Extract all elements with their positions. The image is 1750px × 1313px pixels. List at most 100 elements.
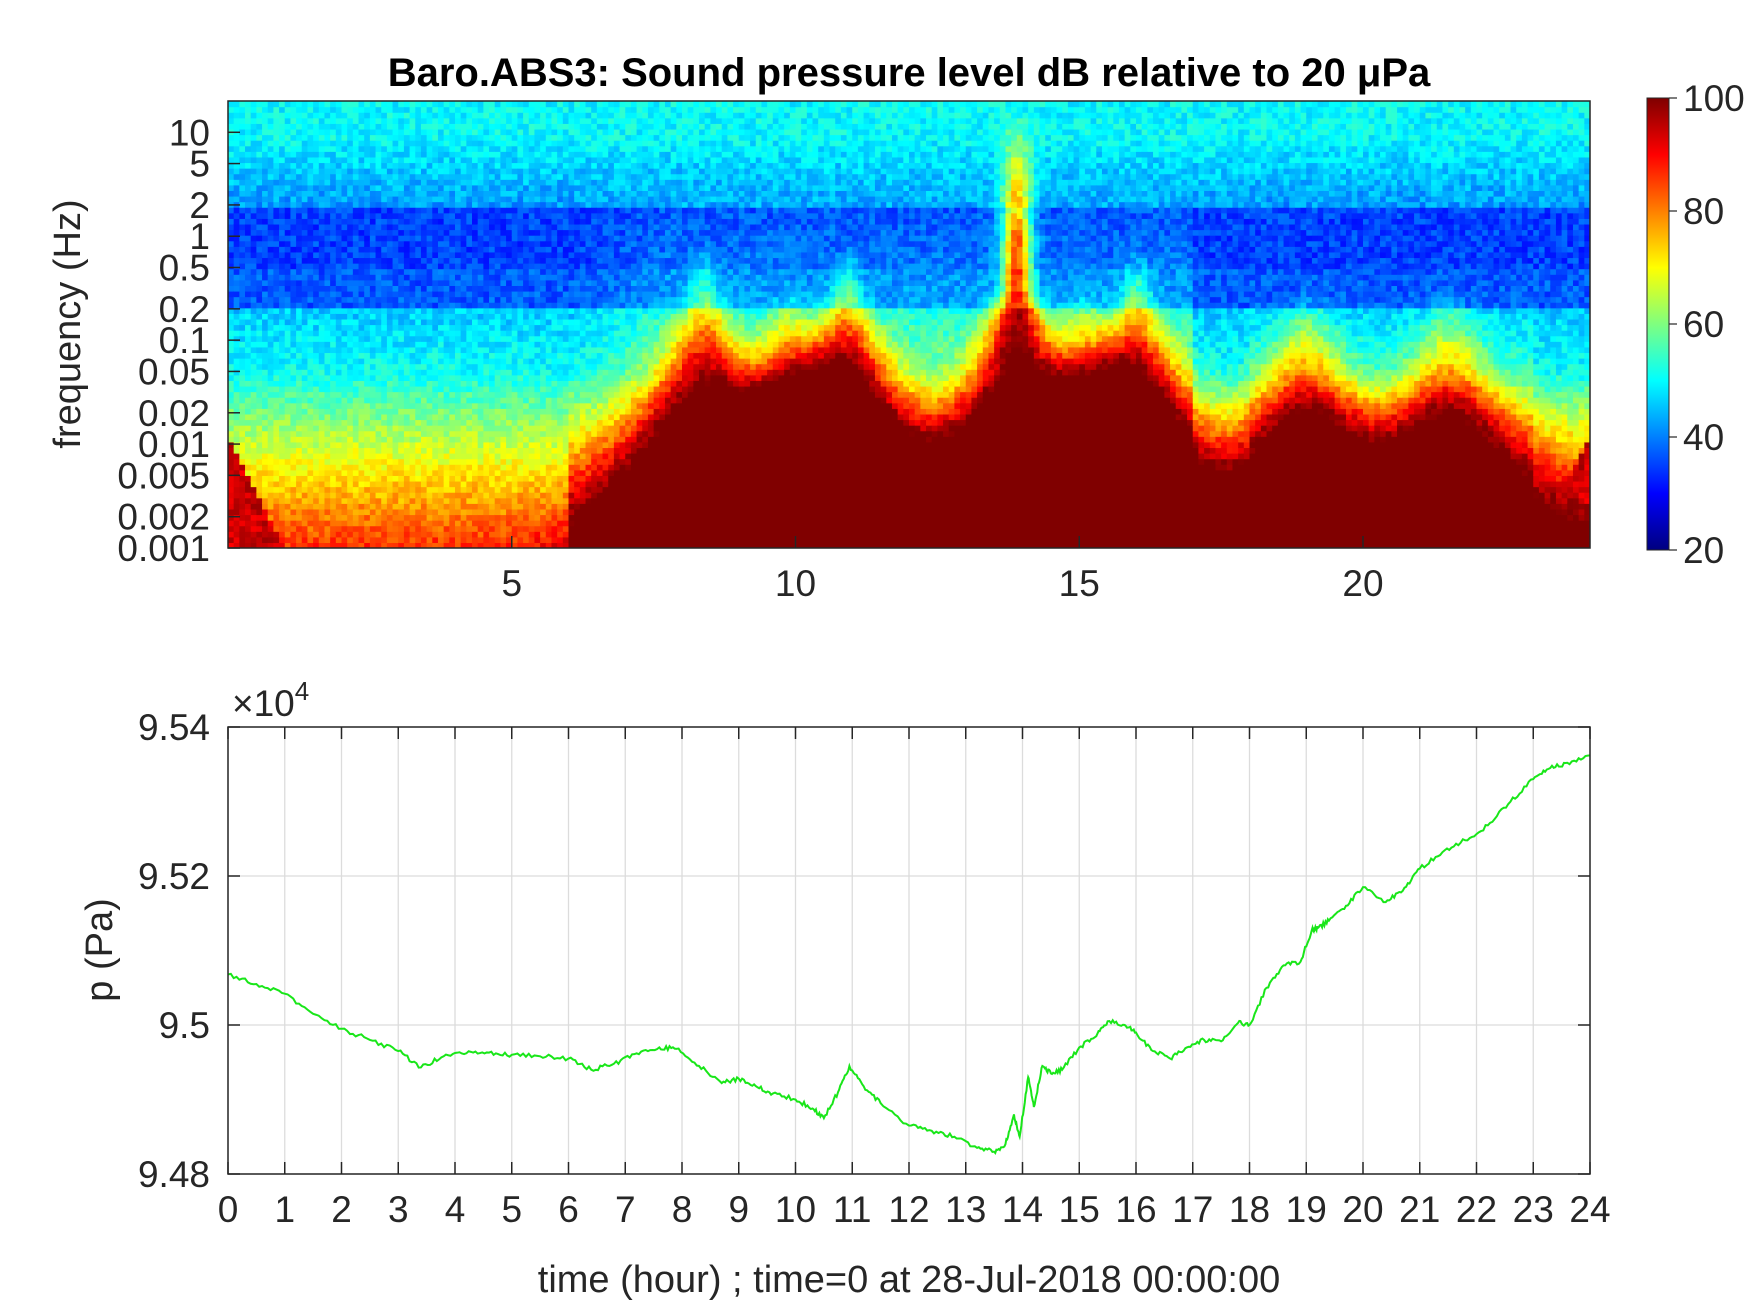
spectrogram-cell xyxy=(455,106,462,113)
spectrogram-cell xyxy=(517,218,524,225)
spectrogram-cell xyxy=(290,475,297,482)
spectrogram-cell xyxy=(420,380,428,387)
spectrogram-cell xyxy=(262,441,269,449)
spectrogram-cell xyxy=(313,397,320,404)
spectrogram-cell xyxy=(358,391,365,398)
spectrogram-cell xyxy=(472,212,479,219)
spectrogram-cell xyxy=(415,313,422,320)
spectrogram-cell xyxy=(228,492,235,499)
spectrogram-cell xyxy=(528,413,536,421)
spectrogram-cell xyxy=(228,223,235,231)
spectrogram-cell xyxy=(483,402,490,409)
spectrogram-cell xyxy=(369,184,377,191)
spectrogram-cell xyxy=(517,441,524,449)
spectrogram-cell xyxy=(443,458,450,465)
spectrogram-cell xyxy=(386,145,394,152)
spectrogram-cell xyxy=(437,413,445,421)
spectrogram-cell xyxy=(375,458,382,465)
spectrogram-cell xyxy=(381,229,388,236)
spectrogram-cell xyxy=(415,117,422,124)
spectrogram-cell xyxy=(273,313,280,320)
spectrogram-cell xyxy=(239,168,246,175)
spectrogram-cell xyxy=(228,168,235,175)
spectrogram-cell xyxy=(511,117,519,124)
spectrogram-cell xyxy=(557,123,564,130)
spectrogram-cell xyxy=(528,391,536,398)
spectrogram-cell xyxy=(352,235,360,242)
spectrogram-cell xyxy=(228,335,235,342)
spectrogram-cell xyxy=(494,235,501,242)
spectrogram-cell xyxy=(517,346,524,354)
spectrogram-cell xyxy=(494,363,501,370)
spectrogram-cell xyxy=(250,128,257,136)
spectrogram-cell xyxy=(290,246,297,253)
spectrogram-cell xyxy=(233,520,240,527)
spectrogram-cell xyxy=(341,201,348,208)
spectrogram-cell xyxy=(460,285,467,292)
spectrogram-cell xyxy=(420,251,428,259)
spectrogram-cell xyxy=(506,419,513,426)
spectrogram-cell xyxy=(262,352,269,359)
spectrogram-cell xyxy=(352,520,360,527)
spectrogram-cell xyxy=(579,497,587,504)
spectrogram-cell xyxy=(347,268,354,275)
spectrogram-cell xyxy=(466,492,473,499)
spectrogram-cell xyxy=(455,223,462,231)
spectrogram-cell xyxy=(523,408,530,415)
spectrogram-cell xyxy=(443,268,450,275)
spectrogram-cell xyxy=(375,380,382,387)
spectrogram-cell xyxy=(426,229,433,236)
spectrogram-cell xyxy=(386,419,394,426)
spectrogram-cell xyxy=(455,397,462,404)
spectrogram-cell xyxy=(506,229,513,236)
spectrogram-cell xyxy=(443,128,450,136)
spectrogram-cell xyxy=(318,486,326,493)
spectrogram-cell xyxy=(574,212,581,219)
spectrogram-cell xyxy=(455,363,462,370)
spectrogram-cell xyxy=(313,341,320,348)
spectrogram-cell xyxy=(489,279,496,286)
spectrogram-cell xyxy=(324,391,331,398)
spectrogram-cell xyxy=(409,145,416,152)
spectrogram-cell xyxy=(494,408,501,415)
spectrogram-cell xyxy=(523,441,530,449)
spectrogram-cell xyxy=(352,162,360,169)
spectrogram-cell xyxy=(523,290,530,298)
spectrogram-cell xyxy=(528,128,536,136)
spectrogram-cell xyxy=(449,145,456,152)
spectrogram-cell xyxy=(466,223,473,231)
spectrogram-cell xyxy=(403,441,411,449)
spectrogram-cell xyxy=(279,330,286,337)
spectrogram-cell xyxy=(460,240,467,247)
spectrogram-cell xyxy=(381,218,388,225)
spectrogram-cell xyxy=(267,101,274,108)
spectrogram-cell xyxy=(403,128,411,136)
spectrogram-cell xyxy=(540,397,547,404)
spectrogram-cell xyxy=(551,140,558,147)
spectrogram-cell xyxy=(568,503,575,510)
spectrogram-cell xyxy=(279,352,286,359)
spectrogram-cell xyxy=(568,464,575,471)
spectrogram-cell xyxy=(460,212,467,219)
spectrogram-cell xyxy=(375,296,382,303)
spectrogram-cell xyxy=(472,469,479,476)
spectrogram-cell xyxy=(545,257,553,264)
spectrogram-cell xyxy=(494,397,501,404)
spectrogram-cell xyxy=(415,218,422,225)
spectrogram-cell xyxy=(511,408,519,415)
spectrogram-cell xyxy=(528,156,536,164)
spectrogram-cell xyxy=(250,380,257,387)
spectrogram-cell xyxy=(545,341,553,348)
spectrogram-cell xyxy=(358,441,365,449)
spectrogram-cell xyxy=(279,179,286,186)
spectrogram-cell xyxy=(245,112,252,119)
spectrogram-cell xyxy=(256,274,263,281)
spectrogram-cell xyxy=(568,374,575,381)
spectrogram-cell xyxy=(262,117,269,124)
spectrogram-cell xyxy=(477,413,484,421)
spectrogram-cell xyxy=(449,162,456,169)
spectrogram-cell xyxy=(330,335,337,342)
spectrogram-cell xyxy=(352,374,360,381)
spectrogram-cell xyxy=(341,307,348,314)
spectrogram-cell xyxy=(460,134,467,141)
